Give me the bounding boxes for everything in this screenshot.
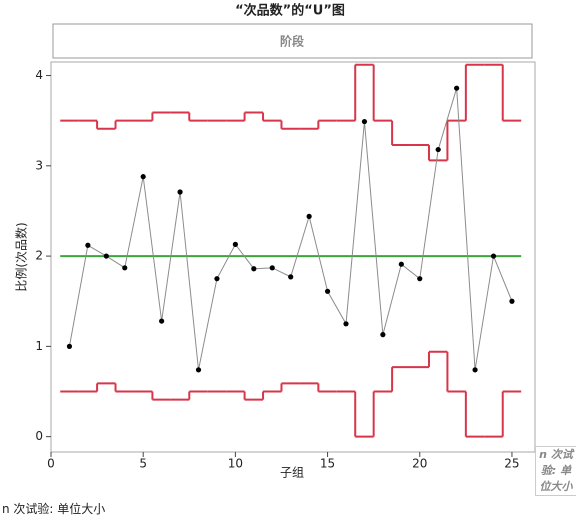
x-tick-label: 10 [228,457,243,471]
data-point [177,189,183,195]
data-point [417,276,423,282]
data-point [251,266,257,272]
chart-title: “次品数”的“U”图 [235,3,345,19]
phase-label: 阶段 [280,34,305,49]
data-point [435,146,441,153]
y-tick-label: 0 [35,429,43,443]
footnote: n 次试验: 单位大小 [2,502,106,516]
y-tick-label: 1 [35,339,43,353]
data-point [361,118,368,125]
data-point [66,343,73,349]
data-point [509,298,515,304]
x-tick-label: 15 [320,457,335,471]
data-point [195,367,202,373]
data-point [159,318,165,324]
y-tick-label: 3 [35,158,43,172]
data-point [306,213,312,219]
x-tick-label: 5 [139,457,147,471]
x-tick-label: 25 [504,457,519,471]
data-point [398,261,404,267]
side-label: n 次试验: 单位大小 [535,446,576,496]
data-point [85,242,91,248]
data-point [343,321,349,327]
y-tick-label: 4 [35,68,43,82]
data-point [232,241,238,247]
x-tick-label: 20 [412,457,427,471]
data-point [324,288,331,294]
data-point [214,276,220,282]
y-tick-label: 2 [35,249,43,263]
data-point [140,174,146,180]
data-point [472,367,478,373]
x-tick-label: 0 [47,457,55,471]
data-point [103,253,109,259]
data-point [490,253,497,259]
data-point [122,265,128,271]
data-point [269,265,275,271]
data-point [380,332,386,338]
y-axis-label: 比例(次品数) [14,222,29,291]
data-point [288,274,294,280]
data-point [454,85,460,91]
phase-box [52,23,533,59]
x-axis-label: 子组 [280,466,304,480]
